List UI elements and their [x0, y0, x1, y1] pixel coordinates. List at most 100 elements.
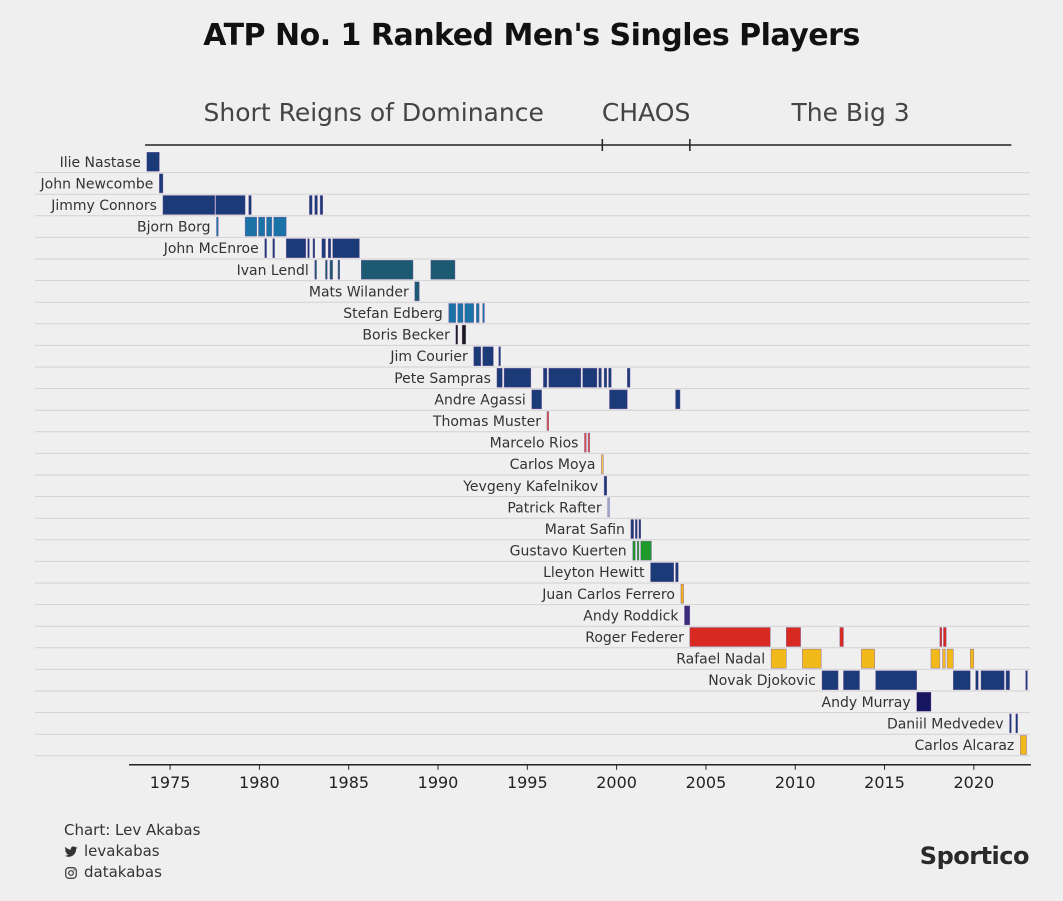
reign-bar [1020, 735, 1027, 755]
reign-bar [321, 238, 326, 258]
reign-bar [1009, 713, 1012, 734]
reign-bar [496, 368, 503, 388]
player-row: Jimmy Connors [50, 195, 323, 215]
player-row: Roger Federer [585, 627, 947, 647]
reign-bar [455, 324, 458, 345]
reign-bar [638, 519, 641, 539]
reign-bar [839, 627, 844, 647]
player-row: Novak Djokovic [708, 670, 1028, 690]
player-rows: Ilie Nastase John Newcombe Jimmy Connors Bj… [40, 152, 1028, 755]
reign-bar [546, 411, 549, 431]
reign-bar [314, 260, 317, 280]
player-label: Andre Agassi [434, 392, 525, 408]
reign-bar [307, 238, 310, 258]
player-label: Stefan Edberg [343, 306, 442, 322]
player-row: Bjorn Borg [137, 216, 287, 237]
reign-bar [319, 195, 323, 215]
reign-bar [476, 303, 480, 323]
player-row: Patrick Rafter [507, 497, 610, 518]
player-label: Thomas Muster [432, 414, 541, 430]
player-row: John Newcombe [40, 173, 164, 194]
player-row: Stefan Edberg [343, 303, 485, 323]
reign-bar [543, 368, 548, 388]
reign-bar [482, 346, 494, 366]
reign-bar [1015, 713, 1018, 734]
x-tick-label: 2005 [686, 773, 727, 792]
reign-bar [498, 346, 501, 366]
player-row: Marat Safin [545, 519, 641, 539]
reign-bar [473, 346, 482, 366]
player-row: Gustavo Kuerten [510, 540, 652, 561]
reign-bar [675, 562, 679, 582]
x-tick-label: 2015 [864, 773, 905, 792]
player-label: Juan Carlos Ferrero [541, 587, 675, 603]
reign-bar [675, 389, 681, 410]
era-label: The Big 3 [790, 98, 909, 127]
player-label: Jimmy Connors [50, 198, 157, 214]
player-row: Ivan Lendl [237, 260, 456, 280]
twitter-handle[interactable]: levakabas [64, 841, 200, 862]
reign-bar [635, 519, 638, 539]
reign-bar [939, 627, 942, 647]
player-label: Boris Becker [362, 328, 450, 344]
x-tick-label: 2000 [596, 773, 637, 792]
player-label: Ilie Nastase [60, 155, 141, 171]
player-row: Yevgeny Kafelnikov [462, 476, 607, 496]
player-row: Rafael Nadal [676, 648, 975, 669]
player-row: Andy Murray [822, 692, 932, 712]
reign-bar [531, 389, 542, 410]
player-label: Carlos Moya [510, 457, 596, 473]
player-label: Patrick Rafter [507, 500, 602, 516]
sportico-logo: Sportico [919, 842, 1030, 870]
reign-bar [162, 195, 215, 215]
reign-bar [689, 627, 771, 647]
x-tick-label: 2020 [953, 773, 994, 792]
reign-bar [632, 540, 636, 561]
player-label: Bjorn Borg [137, 220, 210, 236]
player-label: Pete Sampras [394, 371, 491, 387]
player-label: Daniil Medvedev [887, 716, 1004, 732]
reign-bar [603, 368, 607, 388]
player-label: Rafael Nadal [676, 652, 765, 668]
timeline-chart: Short Reigns of Dominance CHAOS The Big 3 … [35, 98, 1031, 792]
player-row: Juan Carlos Ferrero [541, 584, 684, 604]
reign-bar [273, 216, 287, 237]
reign-bar [975, 670, 979, 690]
chart-credit-text: Chart: Lev Akabas [64, 821, 201, 839]
player-label: Yevgeny Kafelnikov [462, 479, 598, 495]
player-label: Ivan Lendl [237, 263, 309, 279]
player-label: Mats Wilander [309, 284, 409, 300]
reign-bar [159, 173, 164, 194]
reign-bar [457, 303, 464, 323]
player-row: Lleyton Hewitt [543, 562, 679, 582]
reign-bar [258, 216, 265, 237]
reign-bar [770, 648, 787, 669]
x-tick-label: 2010 [775, 773, 816, 792]
credits: Chart: Lev Akabas levakabas datakabas [64, 820, 200, 883]
reign-bar [327, 238, 332, 258]
player-row: John McEnroe [163, 238, 360, 258]
reign-bar [332, 238, 360, 258]
player-row: Ilie Nastase [60, 152, 160, 172]
player-label: Gustavo Kuerten [510, 544, 627, 560]
x-tick-label: 1975 [150, 773, 191, 792]
reign-bar [636, 540, 640, 561]
reign-bar [942, 648, 946, 669]
instagram-handle[interactable]: datakabas [64, 862, 200, 883]
reign-bar [264, 238, 267, 258]
reign-bar [461, 324, 466, 345]
reign-bar [482, 303, 485, 323]
reign-bar [215, 195, 246, 215]
player-row: Thomas Muster [432, 411, 549, 431]
reign-bar [314, 195, 318, 215]
reign-bar [953, 670, 971, 690]
reign-bar [464, 303, 474, 323]
reign-bar [329, 260, 333, 280]
reign-bar [1025, 670, 1028, 690]
reign-bar [680, 584, 684, 604]
reign-bar [640, 540, 652, 561]
reign-bar [244, 216, 257, 237]
reign-bar [266, 216, 273, 237]
reign-bar [970, 648, 975, 669]
reign-bar [943, 627, 947, 647]
